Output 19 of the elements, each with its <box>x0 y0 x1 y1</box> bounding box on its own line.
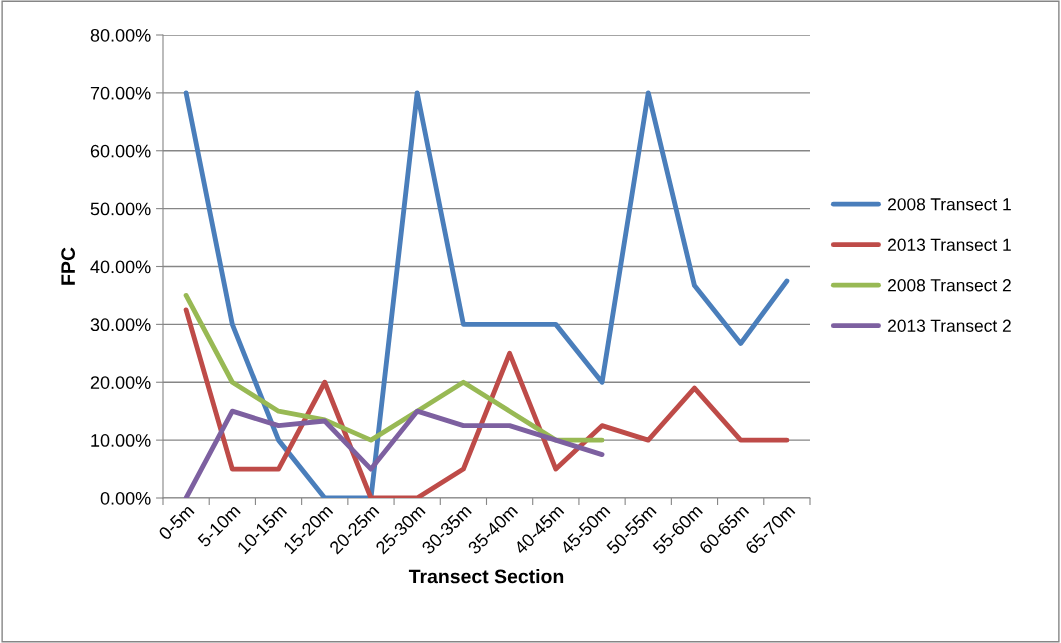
line-series <box>183 293 605 443</box>
y-tick-label: 20.00% <box>90 376 151 389</box>
legend-label: 2008 Transect 2 <box>888 279 1011 292</box>
y-tick-label: 0.00% <box>100 491 151 505</box>
y-tick-label: 70.00% <box>90 86 151 100</box>
y-tick-label: 80.00% <box>90 28 151 42</box>
line-series <box>183 307 790 498</box>
legend-label: 2008 Transect 1 <box>888 198 1011 211</box>
y-tick-label: 50.00% <box>90 202 151 216</box>
y-axis-title: FPC <box>61 247 76 285</box>
line-series <box>183 90 790 498</box>
y-tick-label: 40.00% <box>90 260 151 274</box>
y-tick-label: 10.00% <box>91 434 151 447</box>
y-tick-label: 30.00% <box>90 318 151 332</box>
legend-label: 2013 Transect 2 <box>888 319 1011 332</box>
line-series <box>183 408 605 498</box>
y-tick-label: 60.00% <box>90 144 151 158</box>
legend-label: 2013 Transect 1 <box>888 238 1011 251</box>
x-axis-title: Transect Section <box>408 569 564 584</box>
